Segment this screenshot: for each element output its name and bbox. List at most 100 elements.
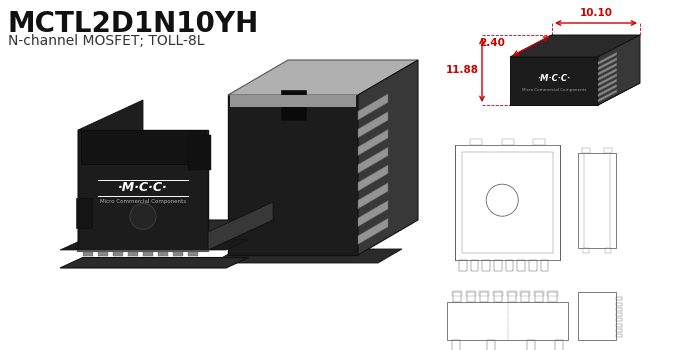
Circle shape bbox=[130, 203, 156, 229]
Bar bbox=[605, 248, 611, 253]
Bar bbox=[506, 260, 513, 271]
Bar bbox=[616, 308, 622, 311]
Bar bbox=[547, 291, 557, 296]
Polygon shape bbox=[358, 112, 388, 138]
Polygon shape bbox=[598, 79, 617, 91]
Bar bbox=[493, 291, 503, 296]
Polygon shape bbox=[510, 83, 640, 105]
Polygon shape bbox=[598, 90, 617, 102]
Polygon shape bbox=[143, 250, 153, 256]
Polygon shape bbox=[173, 250, 183, 256]
Bar bbox=[582, 148, 590, 153]
Bar bbox=[471, 260, 478, 271]
Polygon shape bbox=[128, 250, 138, 256]
Polygon shape bbox=[358, 60, 418, 255]
Polygon shape bbox=[158, 250, 168, 256]
Text: ·M·C·C·: ·M·C·C· bbox=[538, 74, 570, 83]
Bar bbox=[452, 291, 462, 296]
Bar bbox=[521, 292, 529, 302]
Text: MCTL2D1N10YH: MCTL2D1N10YH bbox=[8, 10, 259, 38]
Bar bbox=[482, 260, 490, 271]
Polygon shape bbox=[598, 74, 617, 86]
Bar bbox=[455, 145, 560, 260]
Bar bbox=[548, 292, 556, 302]
Polygon shape bbox=[78, 130, 208, 250]
Bar bbox=[470, 139, 482, 145]
Polygon shape bbox=[358, 94, 388, 120]
Polygon shape bbox=[358, 165, 388, 191]
Bar bbox=[480, 291, 489, 296]
Text: ·M·C·C·: ·M·C·C· bbox=[118, 181, 168, 194]
Bar bbox=[578, 153, 616, 248]
Bar bbox=[459, 260, 467, 271]
Text: Micro Commercial Components: Micro Commercial Components bbox=[100, 199, 186, 204]
Polygon shape bbox=[598, 84, 617, 97]
Polygon shape bbox=[358, 183, 388, 209]
Bar bbox=[529, 260, 537, 271]
Polygon shape bbox=[60, 258, 248, 268]
Polygon shape bbox=[510, 57, 598, 105]
Bar bbox=[616, 298, 622, 300]
Bar bbox=[527, 340, 535, 350]
Text: 2.40: 2.40 bbox=[479, 38, 505, 48]
Bar bbox=[616, 303, 622, 306]
Bar bbox=[604, 148, 612, 153]
Polygon shape bbox=[358, 130, 388, 155]
Text: 10.10: 10.10 bbox=[580, 8, 612, 18]
Bar bbox=[453, 292, 461, 302]
Bar bbox=[555, 340, 563, 350]
Polygon shape bbox=[598, 52, 617, 65]
Bar bbox=[452, 340, 460, 350]
Polygon shape bbox=[188, 250, 197, 256]
Bar bbox=[535, 292, 543, 302]
Polygon shape bbox=[213, 249, 402, 263]
Bar bbox=[487, 340, 495, 350]
Bar bbox=[616, 313, 622, 316]
Bar bbox=[583, 248, 589, 253]
Bar bbox=[466, 291, 476, 296]
Bar bbox=[501, 139, 514, 145]
Polygon shape bbox=[358, 201, 388, 226]
Polygon shape bbox=[113, 250, 122, 256]
Bar bbox=[188, 135, 211, 170]
Bar bbox=[467, 292, 475, 302]
Bar bbox=[616, 318, 622, 321]
Polygon shape bbox=[598, 68, 617, 81]
Polygon shape bbox=[83, 250, 92, 256]
Bar bbox=[480, 292, 489, 302]
Polygon shape bbox=[60, 239, 248, 250]
Bar bbox=[533, 139, 545, 145]
Polygon shape bbox=[598, 35, 640, 105]
Polygon shape bbox=[228, 95, 358, 255]
Bar bbox=[81, 130, 205, 163]
Text: N-channel MOSFET; TOLL-8L: N-channel MOSFET; TOLL-8L bbox=[8, 34, 204, 48]
Bar bbox=[507, 291, 517, 296]
Bar bbox=[494, 260, 502, 271]
Bar bbox=[520, 291, 531, 296]
Bar bbox=[508, 292, 516, 302]
Text: Micro Commercial Components: Micro Commercial Components bbox=[522, 88, 586, 92]
Bar bbox=[230, 95, 356, 107]
Polygon shape bbox=[510, 35, 640, 57]
Bar bbox=[616, 334, 622, 337]
Bar bbox=[494, 292, 502, 302]
Polygon shape bbox=[228, 60, 418, 95]
Bar bbox=[578, 292, 616, 340]
Polygon shape bbox=[78, 220, 273, 250]
Polygon shape bbox=[358, 218, 388, 244]
Polygon shape bbox=[78, 100, 143, 250]
Bar bbox=[281, 90, 306, 120]
Polygon shape bbox=[598, 57, 617, 70]
Bar bbox=[462, 152, 553, 253]
Bar bbox=[76, 198, 92, 229]
Polygon shape bbox=[98, 250, 108, 256]
Bar bbox=[616, 329, 622, 332]
Polygon shape bbox=[208, 202, 273, 250]
Polygon shape bbox=[598, 63, 617, 75]
Bar bbox=[616, 324, 622, 327]
Polygon shape bbox=[358, 147, 388, 173]
Bar bbox=[517, 260, 525, 271]
Bar bbox=[533, 291, 544, 296]
Text: 11.88: 11.88 bbox=[446, 65, 479, 75]
Bar bbox=[540, 260, 548, 271]
